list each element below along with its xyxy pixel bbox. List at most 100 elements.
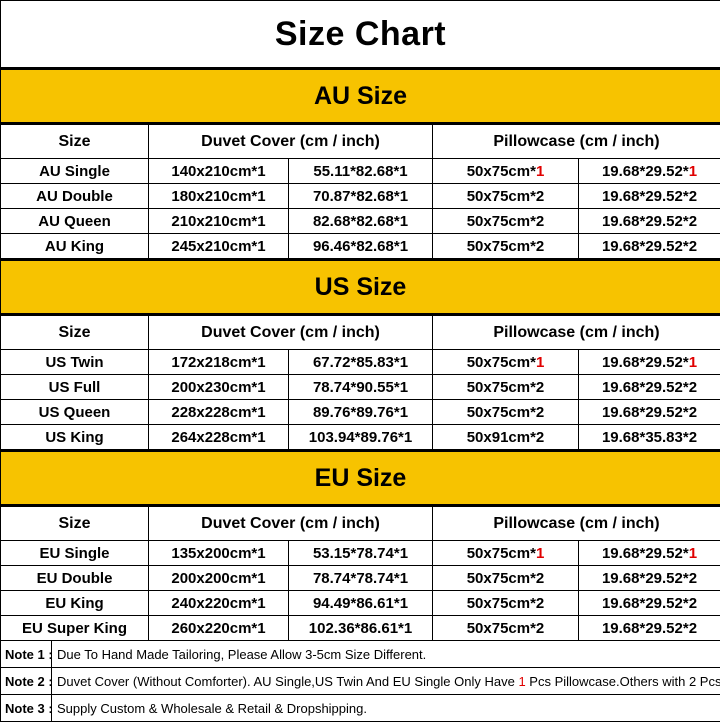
- cell: EU Double: [1, 566, 149, 591]
- cell-text: 180x210cm*1: [171, 188, 265, 205]
- cell: 70.87*82.68*1: [289, 184, 433, 209]
- cell: 19.68*29.52*2: [579, 234, 720, 260]
- cell: 19.68*29.52*2: [579, 566, 720, 591]
- note-label: Note 1 :: [1, 641, 52, 667]
- section-title: US Size: [1, 260, 720, 315]
- note: Note 1 : Due To Hand Made Tailoring, Plea…: [1, 641, 720, 667]
- cell-text: US King: [45, 429, 103, 446]
- note-cell: Note 2 :Duvet Cover (Without Comforter).…: [1, 668, 720, 695]
- cell-text: 228x228cm*1: [171, 404, 265, 421]
- cell-text: 53.15*78.74*1: [313, 545, 408, 562]
- note-text: Supply Custom & Wholesale & Retail & Dro…: [52, 701, 367, 716]
- cell: 19.68*29.52*1: [579, 159, 720, 184]
- cell-text: 240x220cm*1: [171, 595, 265, 612]
- highlight: 1: [689, 354, 697, 371]
- column-header: Duvet Cover (cm / inch): [149, 124, 433, 159]
- cell-text: US Full: [49, 379, 101, 396]
- note-body: Pcs Pillowcase.Others with 2 Pcs Pillowc…: [526, 674, 720, 689]
- cell: 50x91cm*2: [433, 425, 579, 451]
- cell: 135x200cm*1: [149, 541, 289, 566]
- cell: 140x210cm*1: [149, 159, 289, 184]
- cell-text: AU King: [45, 238, 104, 255]
- note-label: Note 2 :: [1, 668, 52, 694]
- cell: 50x75cm*1: [433, 159, 579, 184]
- column-header: Pillowcase (cm / inch): [433, 506, 720, 541]
- column-header: Duvet Cover (cm / inch): [149, 506, 433, 541]
- cell-text: 172x218cm*1: [171, 354, 265, 371]
- cell: 228x228cm*1: [149, 400, 289, 425]
- highlight: 1: [689, 545, 697, 562]
- cell: 78.74*90.55*1: [289, 375, 433, 400]
- note-row: Note 3 :Supply Custom & Wholesale & Reta…: [1, 695, 720, 722]
- column-header: Size: [1, 124, 149, 159]
- cell-text: 19.68*29.52*2: [602, 620, 697, 637]
- cell: 19.68*29.52*2: [579, 209, 720, 234]
- cell-text: 50x75cm*: [467, 545, 536, 562]
- cell-text: AU Double: [36, 188, 113, 205]
- cell: 19.68*29.52*2: [579, 375, 720, 400]
- note-text: Duvet Cover (Without Comforter). AU Sing…: [52, 674, 720, 689]
- cell: 210x210cm*1: [149, 209, 289, 234]
- cell: 19.68*29.52*1: [579, 541, 720, 566]
- cell: 55.11*82.68*1: [289, 159, 433, 184]
- cell: AU Queen: [1, 209, 149, 234]
- cell: EU Super King: [1, 616, 149, 641]
- cell: US King: [1, 425, 149, 451]
- cell-text: 50x75cm*: [467, 163, 536, 180]
- highlight: 1: [689, 163, 697, 180]
- cell-text: 103.94*89.76*1: [309, 429, 412, 446]
- highlight: 1: [536, 545, 544, 562]
- cell: EU King: [1, 591, 149, 616]
- cell: US Full: [1, 375, 149, 400]
- cell-text: 245x210cm*1: [171, 238, 265, 255]
- cell: 200x230cm*1: [149, 375, 289, 400]
- cell: 50x75cm*2: [433, 616, 579, 641]
- column-header: Size: [1, 506, 149, 541]
- cell: 260x220cm*1: [149, 616, 289, 641]
- cell-text: 89.76*89.76*1: [313, 404, 408, 421]
- cell-text: 19.68*29.52*2: [602, 213, 697, 230]
- cell-text: 70.87*82.68*1: [313, 188, 408, 205]
- cell: 50x75cm*2: [433, 375, 579, 400]
- cell: 89.76*89.76*1: [289, 400, 433, 425]
- cell-text: 19.68*29.52*2: [602, 595, 697, 612]
- cell-text: 78.74*78.74*1: [313, 570, 408, 587]
- cell: 50x75cm*2: [433, 400, 579, 425]
- cell-text: AU Single: [39, 163, 110, 180]
- cell: 50x75cm*2: [433, 209, 579, 234]
- cell: AU King: [1, 234, 149, 260]
- cell-text: 96.46*82.68*1: [313, 238, 408, 255]
- cell: 50x75cm*2: [433, 591, 579, 616]
- cell-text: 50x75cm*2: [467, 238, 545, 255]
- cell: 200x200cm*1: [149, 566, 289, 591]
- note-body: Due To Hand Made Tailoring, Please Allow…: [57, 647, 426, 662]
- column-header: Pillowcase (cm / inch): [433, 315, 720, 350]
- cell: 19.68*29.52*1: [579, 350, 720, 375]
- title-row: Size Chart: [1, 1, 720, 69]
- cell-text: US Queen: [39, 404, 111, 421]
- cell-text: 50x75cm*: [467, 354, 536, 371]
- note: Note 3 :Supply Custom & Wholesale & Reta…: [1, 695, 720, 721]
- cell: 245x210cm*1: [149, 234, 289, 260]
- section-row: EU Size: [1, 451, 720, 506]
- cell-text: 210x210cm*1: [171, 213, 265, 230]
- cell: 19.68*29.52*2: [579, 184, 720, 209]
- cell-text: 264x228cm*1: [171, 429, 265, 446]
- cell: 50x75cm*1: [433, 350, 579, 375]
- cell-text: 200x200cm*1: [171, 570, 265, 587]
- note-cell: Note 1 : Due To Hand Made Tailoring, Plea…: [1, 641, 720, 668]
- cell: US Queen: [1, 400, 149, 425]
- cell: 172x218cm*1: [149, 350, 289, 375]
- cell: 96.46*82.68*1: [289, 234, 433, 260]
- cell-text: EU King: [45, 595, 103, 612]
- cell-text: EU Super King: [22, 620, 127, 637]
- cell-text: 50x75cm*2: [467, 379, 545, 396]
- cell-text: EU Double: [37, 570, 113, 587]
- cell-text: AU Queen: [38, 213, 111, 230]
- cell: 103.94*89.76*1: [289, 425, 433, 451]
